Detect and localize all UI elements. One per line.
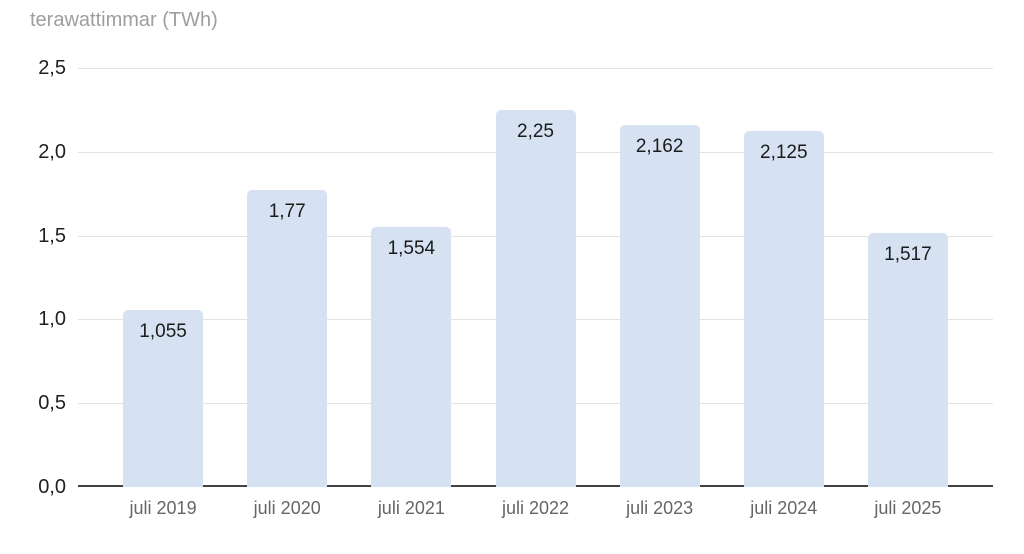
- bar-value-label: 2,25: [517, 120, 554, 142]
- y-tick-label: 2,0: [38, 140, 66, 163]
- bars-layer: 1,055 1,77 1,554 2,25 2,162 2,125 1,517: [78, 68, 993, 487]
- bar-value-label: 1,517: [884, 243, 932, 265]
- x-tick-label: juli 2025: [874, 498, 942, 518]
- chart-title: terawattimmar (TWh): [30, 9, 218, 31]
- y-axis: 2,5 2,0 1,5 1,0 0,5 0,0: [0, 57, 66, 498]
- bar[interactable]: 1,554: [371, 226, 452, 487]
- bar-value-label: 2,162: [635, 135, 684, 157]
- bar-value-label: 2,125: [760, 141, 808, 163]
- bar[interactable]: 1,055: [123, 310, 204, 487]
- y-tick-label: 2,5: [38, 57, 66, 79]
- x-tick-label: juli 2020: [253, 498, 321, 518]
- bar-value-label: 1,554: [387, 237, 436, 259]
- y-tick-label: 0,0: [38, 476, 66, 498]
- bar[interactable]: 2,25: [495, 109, 576, 487]
- bar[interactable]: 2,125: [743, 130, 824, 487]
- x-tick-label: juli 2021: [377, 498, 445, 518]
- x-tick-label: juli 2022: [501, 498, 570, 518]
- x-tick-label: juli 2024: [750, 498, 818, 518]
- bar[interactable]: 2,162: [619, 124, 700, 487]
- bar[interactable]: 1,77: [247, 190, 328, 487]
- y-tick-label: 1,5: [38, 224, 66, 247]
- bar-value-label: 1,055: [139, 321, 187, 343]
- y-tick-label: 1,0: [38, 308, 66, 331]
- bar-value-label: 1,77: [268, 201, 306, 223]
- y-tick-label: 0,5: [38, 392, 66, 415]
- x-tick-label: juli 2023: [626, 498, 694, 518]
- x-axis: juli 2019 juli 2020 juli 2021 juli 2022 juli…: [78, 497, 993, 521]
- x-tick-label: juli 2019: [129, 498, 197, 518]
- gridline: [78, 68, 993, 69]
- bar[interactable]: 1,517: [867, 232, 948, 487]
